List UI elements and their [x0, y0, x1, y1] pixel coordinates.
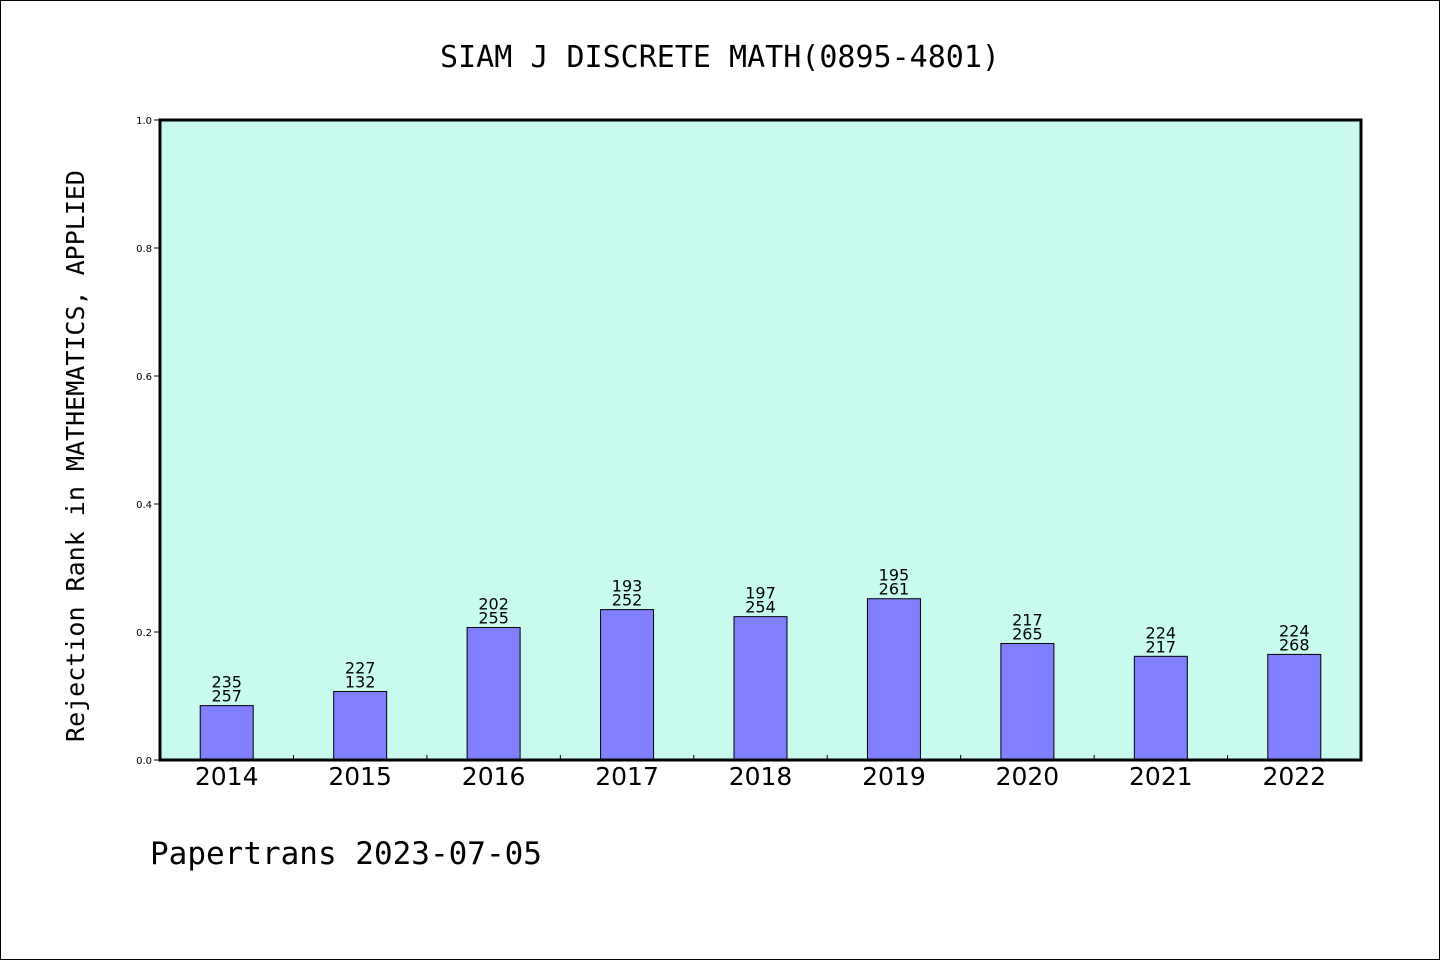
bar-2018 — [733, 616, 788, 761]
x-tick-label: 2021 — [1129, 762, 1193, 791]
bar-label-lower: 268 — [1279, 635, 1310, 654]
bar-2019 — [866, 598, 921, 761]
bar-2022 — [1267, 653, 1322, 761]
bar-label-upper: 235 — [211, 673, 242, 692]
x-tick-label: 2015 — [328, 762, 392, 791]
chart-title: SIAM J DISCRETE MATH(0895-4801) — [440, 40, 1000, 75]
x-tick-label: 2018 — [729, 762, 793, 791]
bar-label-upper: 224 — [1279, 621, 1310, 640]
bar-label-lower: 261 — [879, 580, 910, 599]
bar-label-lower: 217 — [1146, 637, 1177, 656]
bar-label-lower: 252 — [612, 591, 643, 610]
x-tick-label: 2017 — [595, 762, 659, 791]
bar-2016 — [466, 627, 521, 761]
bar-label-upper: 217 — [1012, 611, 1043, 630]
bar-label-lower: 257 — [211, 687, 242, 706]
bar-label-lower: 265 — [1012, 625, 1043, 644]
bar-label-upper: 197 — [745, 584, 776, 603]
bar-label-lower: 255 — [478, 609, 509, 628]
y-tick-label: 0.0 — [136, 756, 152, 767]
y-axis: 0.0 0.2 0.4 0.6 0.8 1.0 — [136, 116, 160, 767]
bar-label-upper: 193 — [612, 577, 643, 596]
plot-border — [158, 118, 1363, 762]
bar-label-upper: 195 — [879, 566, 910, 585]
y-tick-label: 0.6 — [136, 372, 152, 383]
bar-2020 — [1000, 643, 1055, 761]
y-tick-label: 1.0 — [136, 116, 152, 127]
bar-2015 — [333, 691, 388, 761]
bar-label-lower: 132 — [345, 673, 376, 692]
bar-label-upper: 227 — [345, 659, 376, 678]
y-tick-label: 0.4 — [136, 500, 152, 511]
y-tick-label: 0.8 — [136, 244, 152, 255]
footer-text: Papertrans 2023-07-05 — [150, 836, 542, 872]
x-axis: 2014 2015 2016 2017 2018 2019 2020 2021 2022 — [195, 755, 1326, 791]
bar-label-upper: 202 — [478, 595, 509, 614]
bar-2014 — [199, 705, 254, 761]
bar-label-lower: 254 — [745, 598, 776, 617]
y-axis-label: Rejection Rank in MATHEMATICS, APPLIED — [61, 170, 90, 742]
x-tick-label: 2016 — [462, 762, 526, 791]
x-tick-label: 2019 — [862, 762, 926, 791]
bar-2017 — [600, 609, 655, 761]
y-tick-label: 0.2 — [136, 628, 152, 639]
bar-label-upper: 224 — [1146, 623, 1177, 642]
bar-series — [199, 598, 1322, 761]
bar-2021 — [1133, 655, 1188, 761]
x-tick-label: 2022 — [1262, 762, 1326, 791]
x-tick-label: 2020 — [996, 762, 1060, 791]
x-tick-label: 2014 — [195, 762, 259, 791]
